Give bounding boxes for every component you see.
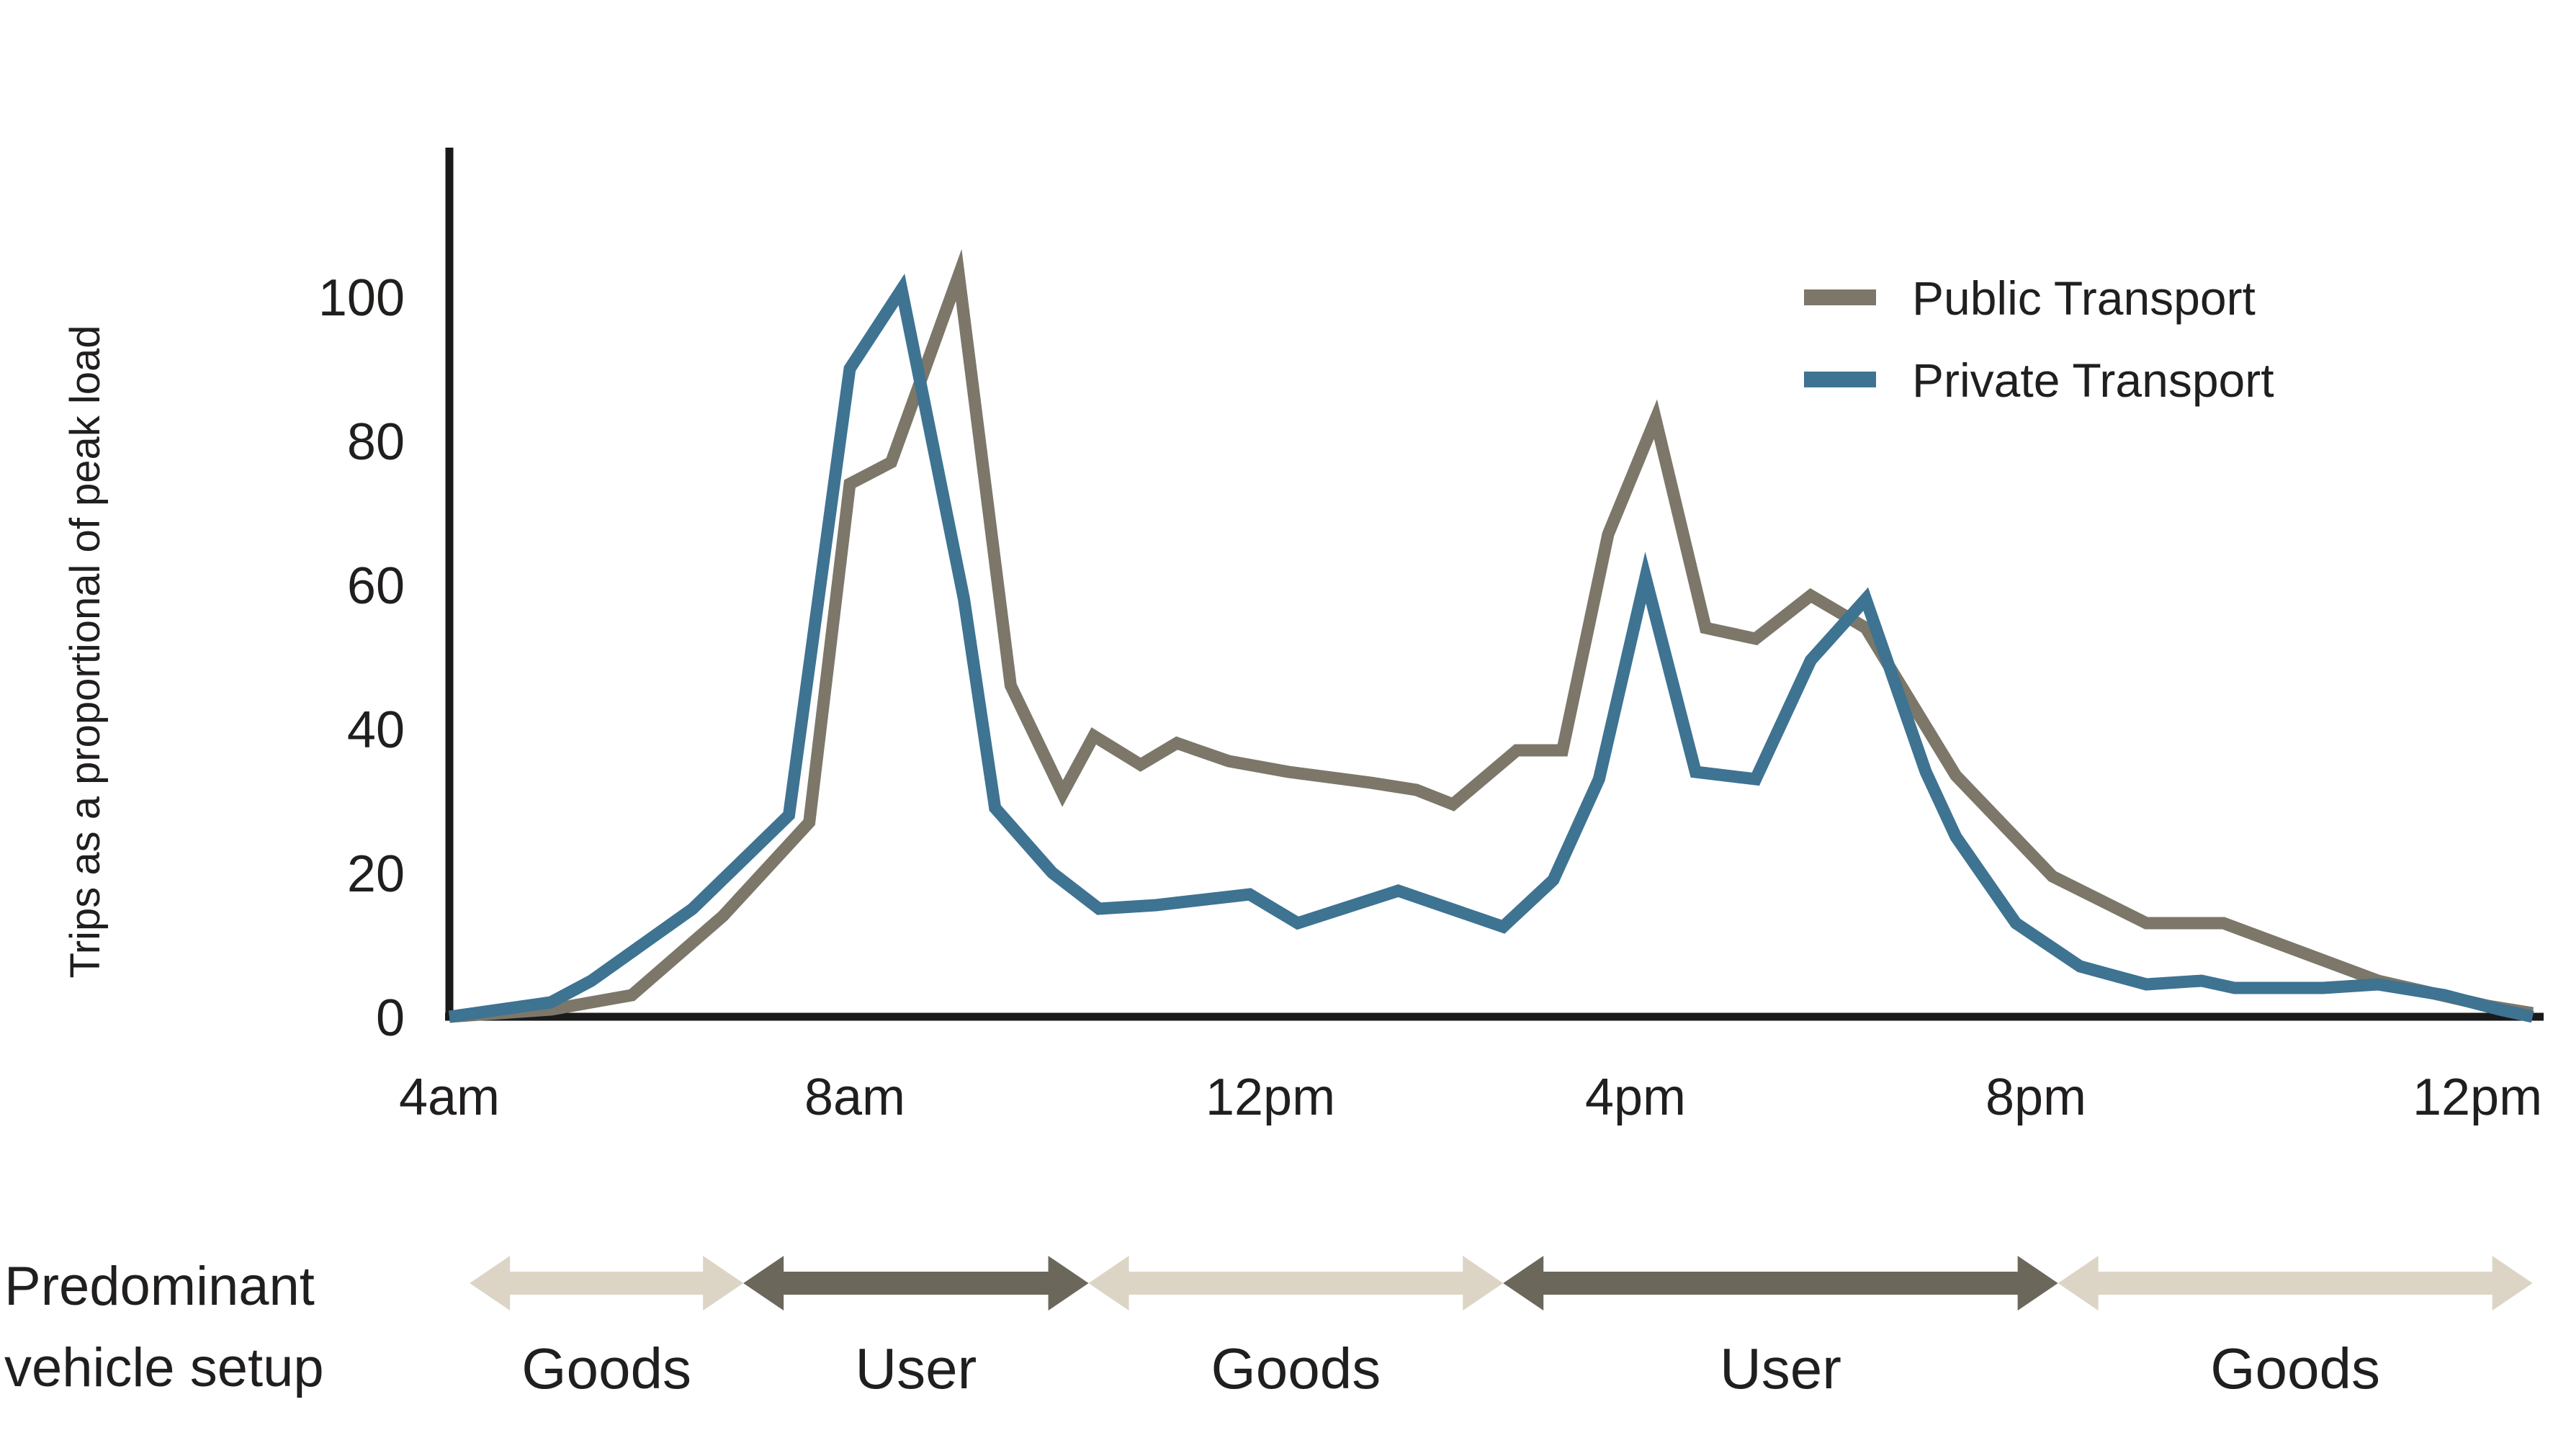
legend-label: Private Transport — [1912, 354, 2274, 407]
goods-period-label-2: Goods — [1211, 1336, 1381, 1401]
data-series-lines — [448, 248, 2534, 1023]
goods-period-arrow-4 — [2058, 1256, 2533, 1311]
x-tick-label-20: 8pm — [1986, 1069, 2086, 1126]
x-axis-tick-labels: 4am 8am 12pm 4pm 8pm 12pm — [399, 1069, 2542, 1126]
vehicle-setup-labels: Goods User Goods User Goods — [521, 1336, 2380, 1401]
y-tick-label-80: 80 — [347, 413, 405, 471]
user-period-arrow-3 — [1503, 1256, 2058, 1311]
x-tick-label-24: 12pm — [2413, 1069, 2542, 1126]
legend-item-public-transport: Public Transport — [1804, 271, 2256, 325]
predominant-vehicle-setup-band: Predominant vehicle setup Goods User Goods… — [4, 1256, 2533, 1401]
x-tick-label-12: 12pm — [1206, 1069, 1335, 1126]
legend-item-private-transport: Private Transport — [1804, 354, 2274, 407]
legend: Public Transport Private Transport — [1804, 271, 2274, 407]
user-period-label-1: User — [855, 1336, 977, 1401]
y-axis-tick-labels: 0 20 40 60 80 100 — [318, 269, 405, 1047]
x-tick-label-4: 4am — [399, 1069, 500, 1126]
user-period-arrow-1 — [743, 1256, 1089, 1311]
user-period-label-3: User — [1720, 1336, 1841, 1401]
public-transport-line — [449, 248, 2534, 1023]
goods-period-arrow-0 — [470, 1256, 744, 1311]
y-tick-label-60: 60 — [347, 557, 405, 615]
x-tick-label-8: 8am — [804, 1069, 905, 1126]
band-title-line1: Predominant — [4, 1256, 315, 1317]
y-axis-title: Trips as a proportional of peak load — [62, 325, 109, 978]
legend-label: Public Transport — [1912, 271, 2256, 325]
y-tick-label-20: 20 — [347, 845, 405, 903]
goods-period-label-4: Goods — [2210, 1336, 2380, 1401]
private-transport-line — [448, 273, 2534, 1023]
legend-swatch-private_line — [1804, 372, 1876, 387]
y-tick-label-40: 40 — [347, 701, 405, 759]
legend-swatch-public_line — [1804, 289, 1876, 305]
y-tick-label-0: 0 — [376, 989, 405, 1047]
x-tick-label-16: 4pm — [1585, 1069, 1686, 1126]
vehicle-setup-arrows — [470, 1256, 2533, 1311]
goods-period-label-0: Goods — [521, 1336, 691, 1401]
goods-period-arrow-2 — [1088, 1256, 1504, 1311]
axes — [445, 148, 2544, 1021]
y-tick-label-100: 100 — [318, 269, 405, 327]
band-title-line2: vehicle setup — [4, 1337, 324, 1398]
